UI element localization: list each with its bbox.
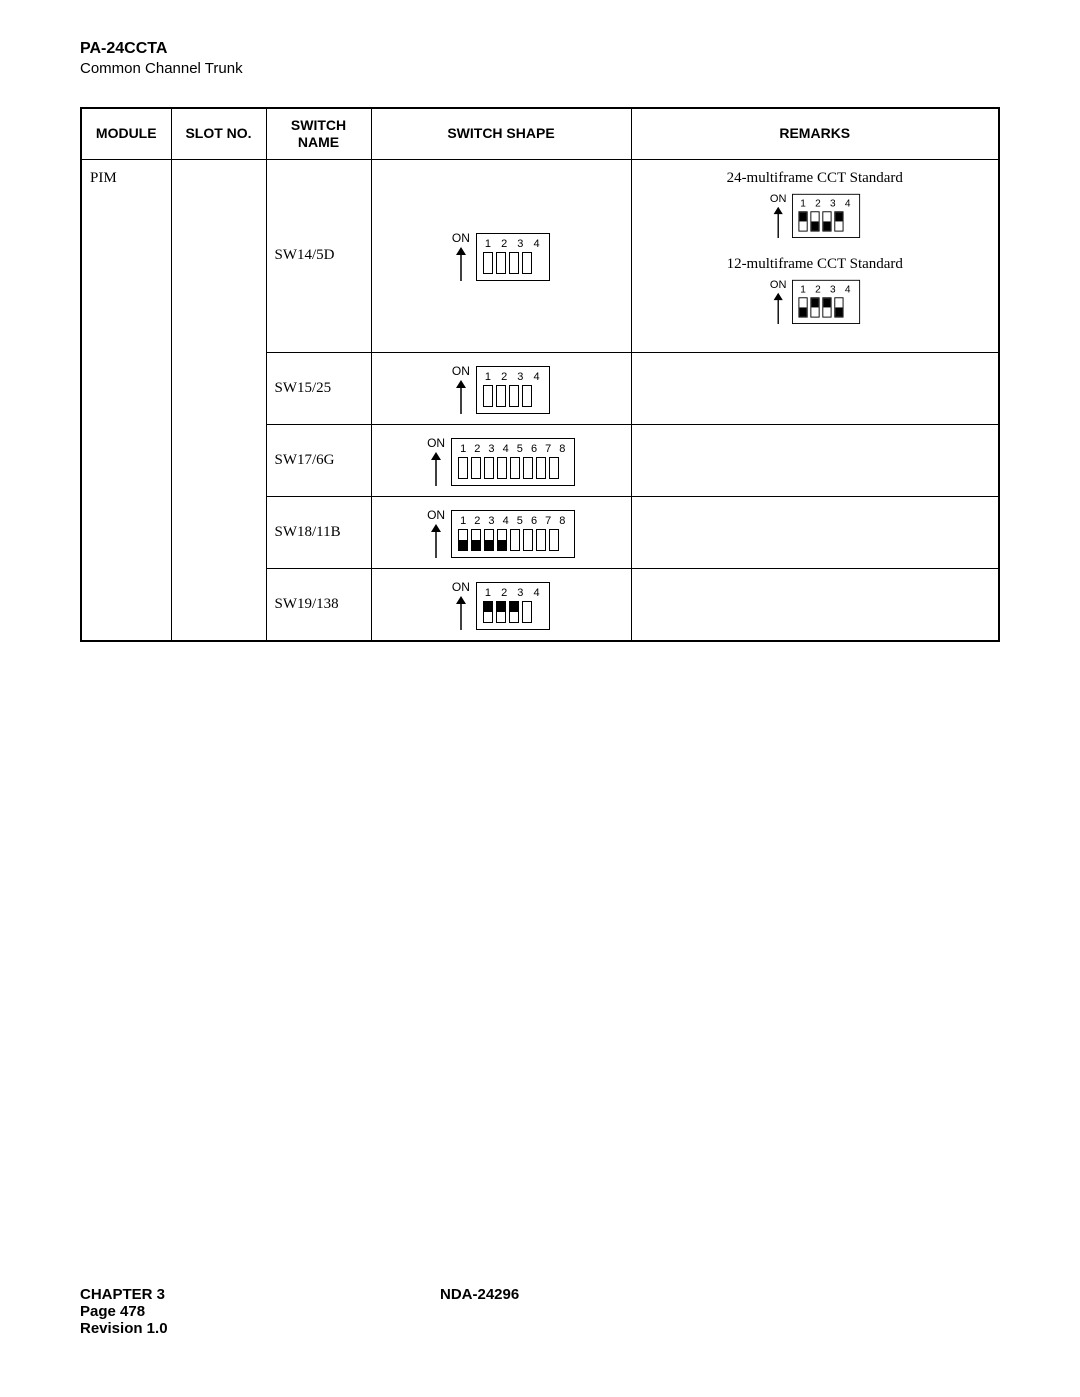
- footer-rev: Revision 1.0: [80, 1320, 1000, 1337]
- cell-swname: SW15/25: [266, 352, 371, 424]
- on-arrow: ON: [427, 508, 445, 558]
- switch-table: MODULE SLOT NO. SWITCH NAME SWITCH SHAPE…: [80, 107, 1000, 642]
- dip-box: 1 2 3 4: [792, 279, 860, 323]
- cell-remarks: [631, 352, 999, 424]
- cell-shape: ON1 2 3 4: [371, 159, 631, 352]
- footer-doc: NDA-24296: [440, 1286, 519, 1303]
- table-row: PIMSW14/5DON1 2 3 424-multiframe CCT Sta…: [81, 159, 999, 352]
- th-module: MODULE: [81, 108, 171, 159]
- cell-shape: ON1 2 3 4: [371, 568, 631, 641]
- dip-switch: ON1 2 3 4 5 6 7 8: [427, 436, 575, 486]
- table-body: PIMSW14/5DON1 2 3 424-multiframe CCT Sta…: [81, 159, 999, 641]
- cell-shape: ON1 2 3 4 5 6 7 8: [371, 424, 631, 496]
- dip-box: 1 2 3 4 5 6 7 8: [451, 438, 575, 486]
- dip-switch: ON1 2 3 4: [770, 278, 860, 324]
- cell-remarks: [631, 496, 999, 568]
- cell-module: PIM: [81, 159, 171, 641]
- page-header: PA-24CCTA Common Channel Trunk: [80, 40, 1000, 77]
- remark-block: 24-multiframe CCT Standard ON1 2 3 4: [640, 170, 991, 242]
- cell-swname: SW19/138: [266, 568, 371, 641]
- footer-page: Page 478: [80, 1303, 1000, 1320]
- cell-swname: SW17/6G: [266, 424, 371, 496]
- dip-box: 1 2 3 4: [792, 193, 860, 237]
- dip-box: 1 2 3 4: [476, 366, 550, 414]
- on-arrow: ON: [452, 580, 470, 630]
- footer-chapter: CHAPTER 3: [80, 1286, 440, 1303]
- dip-switch: ON1 2 3 4: [452, 364, 550, 414]
- on-arrow: ON: [427, 436, 445, 486]
- cell-remarks: 24-multiframe CCT StandardON1 2 3 412-mu…: [631, 159, 999, 352]
- dip-switch: ON1 2 3 4: [770, 192, 860, 238]
- dip-box: 1 2 3 4 5 6 7 8: [451, 510, 575, 558]
- dip-box: 1 2 3 4: [476, 233, 550, 281]
- cell-remarks: [631, 568, 999, 641]
- cell-swname: SW14/5D: [266, 159, 371, 352]
- header-title: PA-24CCTA: [80, 40, 1000, 58]
- on-arrow: ON: [770, 278, 787, 324]
- cell-swname: SW18/11B: [266, 496, 371, 568]
- on-arrow: ON: [770, 192, 787, 238]
- header-subtitle: Common Channel Trunk: [80, 60, 1000, 77]
- dip-switch: ON1 2 3 4: [452, 580, 550, 630]
- dip-box: 1 2 3 4: [476, 582, 550, 630]
- cell-shape: ON1 2 3 4: [371, 352, 631, 424]
- on-arrow: ON: [452, 231, 470, 281]
- remark-text: 24-multiframe CCT Standard: [640, 170, 991, 187]
- page-footer: CHAPTER 3 NDA-24296 Page 478 Revision 1.…: [80, 1286, 1000, 1337]
- remark-text: 12-multiframe CCT Standard: [640, 256, 991, 273]
- th-slot: SLOT NO.: [171, 108, 266, 159]
- on-arrow: ON: [452, 364, 470, 414]
- th-shape: SWITCH SHAPE: [371, 108, 631, 159]
- cell-shape: ON1 2 3 4 5 6 7 8: [371, 496, 631, 568]
- cell-remarks: [631, 424, 999, 496]
- th-swname: SWITCH NAME: [266, 108, 371, 159]
- dip-switch: ON1 2 3 4 5 6 7 8: [427, 508, 575, 558]
- dip-switch: ON1 2 3 4: [452, 231, 550, 281]
- cell-slot: [171, 159, 266, 641]
- th-remarks: REMARKS: [631, 108, 999, 159]
- remark-block: 12-multiframe CCT Standard ON1 2 3 4: [640, 256, 991, 328]
